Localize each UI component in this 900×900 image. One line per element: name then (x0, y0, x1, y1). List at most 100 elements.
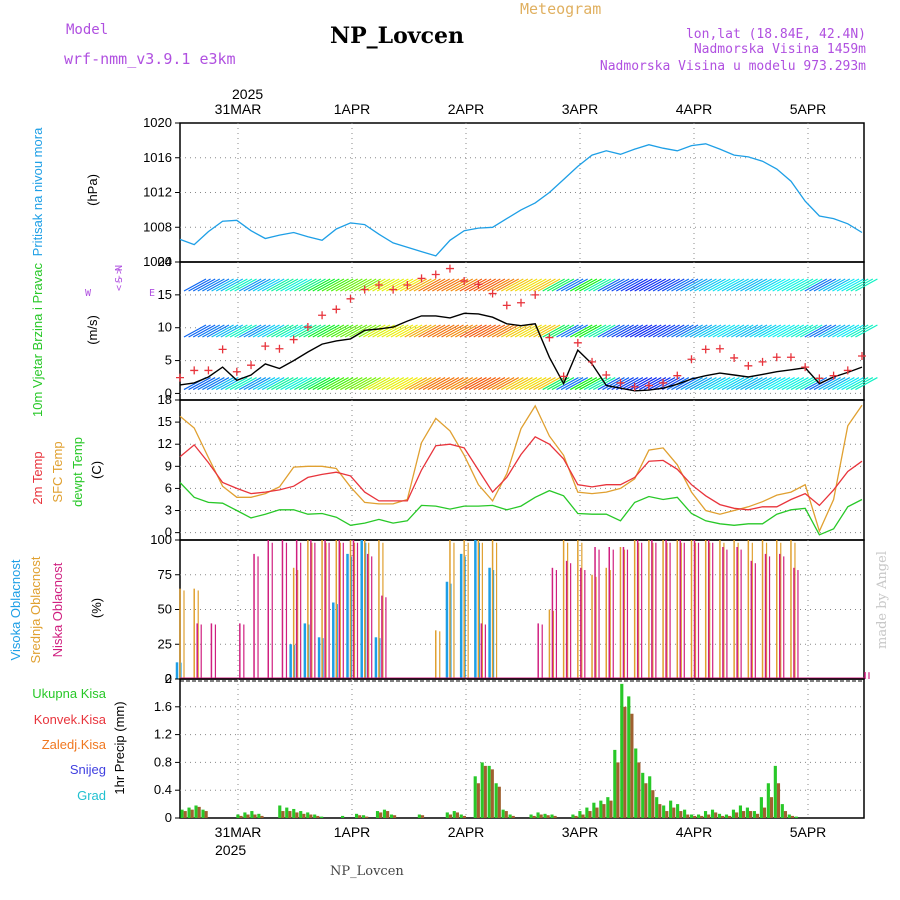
wind-barb (211, 324, 234, 338)
wind-barb (818, 377, 841, 391)
wind-barb (257, 377, 280, 391)
wind-barb (404, 278, 428, 292)
temp-ylabel: (C) (89, 461, 104, 479)
panel-frame (179, 122, 865, 263)
wind-barb (786, 278, 809, 292)
top-date-label: 1APR (334, 101, 371, 117)
wind-barb (730, 324, 754, 338)
wind-barb (643, 278, 667, 292)
wind-barb (478, 324, 501, 338)
wind-barb (215, 324, 239, 338)
wind-barb (730, 377, 754, 391)
precip-frz-label: Zaledj.Kisa (42, 737, 107, 752)
bottom-date-label: 2APR (448, 824, 485, 840)
gust-marker (644, 381, 653, 390)
wind-barb (547, 278, 570, 292)
wind-barb (188, 278, 211, 292)
wind-barb (799, 377, 823, 391)
wind-barb (832, 377, 855, 391)
gust-marker (389, 285, 398, 294)
precip-total-bar (201, 809, 205, 818)
y-tick-label: 0.8 (154, 754, 172, 769)
wind-barb (298, 377, 322, 391)
wind-barb (560, 377, 584, 391)
precip-total-bar (354, 813, 359, 818)
precip-conv-bar (281, 811, 285, 818)
wind-barb (726, 278, 749, 292)
wind-barb (478, 377, 501, 391)
wind-barb (441, 324, 464, 338)
wind-barb (836, 377, 860, 391)
precip-conv-bar (714, 812, 718, 818)
wind-barb (579, 377, 602, 391)
wind-barb (418, 278, 441, 292)
wind-barb (284, 377, 308, 391)
wind-barb (813, 377, 837, 391)
wind-barb (386, 377, 409, 391)
wind-barb (740, 324, 763, 338)
wind-barb (519, 278, 542, 292)
wind-barb (399, 377, 423, 391)
precip-conv-bar (190, 809, 194, 818)
wind-barb (197, 324, 221, 338)
wind-barb (505, 278, 529, 292)
wind-barb (698, 377, 722, 391)
wind-barb (740, 278, 763, 292)
wind-barb (606, 324, 630, 338)
wind-barb (680, 278, 703, 292)
station-title: NP_Lovcen (330, 23, 464, 49)
wind-barb (661, 278, 685, 292)
wind-barb (501, 377, 524, 391)
wind-barb (303, 278, 326, 292)
wind-barb (615, 278, 639, 292)
gust-marker (843, 366, 852, 375)
wind-barb (409, 377, 432, 391)
precip-conv-bar (204, 811, 208, 818)
precip-conv-bar (490, 769, 494, 818)
precip-total-bar (445, 812, 449, 818)
wind-barb (206, 324, 230, 338)
wind-barb (569, 324, 593, 338)
wind-barb (721, 278, 745, 292)
gust-marker (687, 355, 696, 364)
wind-barb (478, 278, 501, 292)
wind-barb (303, 377, 326, 391)
precip-total-label: Ukupna Kisa (32, 686, 106, 701)
wind-barb (340, 377, 363, 391)
gust-marker (829, 371, 838, 380)
wind-barb (809, 324, 832, 338)
precip-total-bar (389, 814, 394, 818)
wind-barb (579, 278, 602, 292)
wind-barb (675, 278, 699, 292)
wind-barb (813, 278, 837, 292)
wind-barb (464, 278, 487, 292)
footer-station: NP_Lovcen (330, 864, 404, 879)
wind-barb (275, 324, 299, 338)
precip-conv-bar (742, 811, 746, 818)
precip-total-bar (306, 812, 310, 818)
precip-total-bar (794, 816, 798, 818)
wind-barb (326, 377, 349, 391)
precip-total-bar (236, 814, 240, 818)
gust-marker (730, 353, 739, 362)
precip-total-bar (683, 809, 687, 818)
wind-barb (390, 377, 414, 391)
gust-marker (758, 357, 767, 366)
gust-marker (502, 301, 511, 310)
wind-barb (280, 377, 303, 391)
wind-barb (353, 377, 377, 391)
wind-barb (638, 324, 662, 338)
wind-barb (275, 377, 299, 391)
wind-barb (712, 324, 736, 338)
wind-barb (298, 324, 322, 338)
direction-legend-item: E (149, 288, 155, 299)
wind-barb (850, 278, 874, 292)
y-tick-label: 75 (158, 567, 172, 582)
wind-barb (307, 324, 331, 338)
precip-total-bar (745, 807, 749, 818)
wind-barb (841, 377, 864, 391)
wind-barb (312, 324, 336, 338)
precip-conv-bar (707, 814, 711, 818)
precip-total-bar (187, 807, 191, 818)
precip-total-bar (585, 807, 589, 818)
